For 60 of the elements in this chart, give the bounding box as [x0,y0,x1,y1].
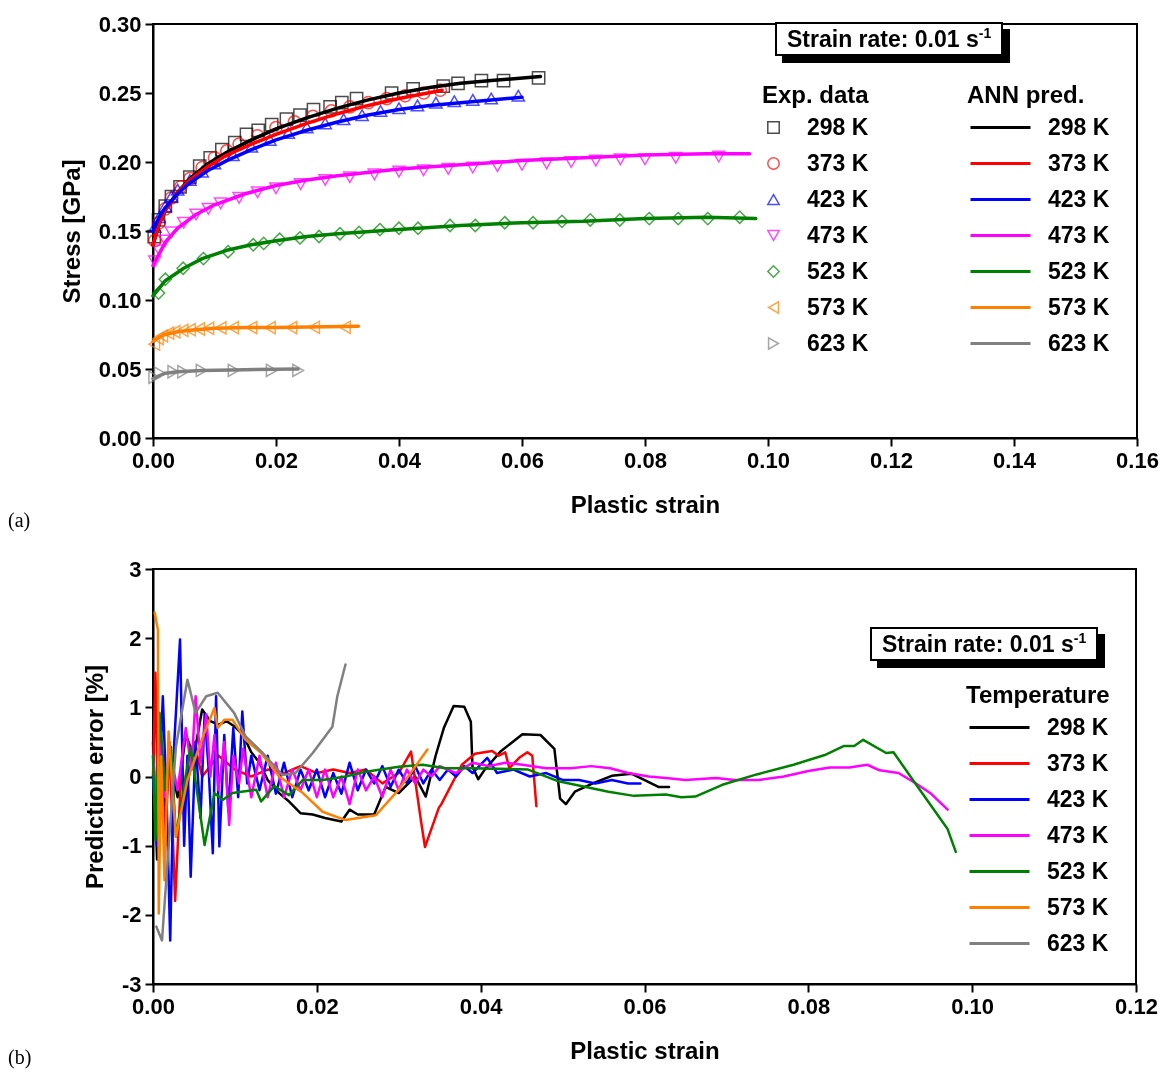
x-axis-title: Plastic strain [570,490,721,518]
x-tick-label: 0.16 [1116,447,1159,473]
legend-title: Exp. data [762,81,870,108]
annotation: Strain rate: 0.01 s$^{-1}$ [775,22,1004,56]
y-tick-label: 0.10 [98,287,142,313]
legend-label: 373 K [1048,149,1110,176]
legend-label: 473 K [1048,221,1110,248]
y-tick-label: 3 [129,556,142,582]
legend-label: 473 K [1047,821,1109,848]
y-tick-label: 0.00 [98,425,142,451]
x-tick-label: 0.14 [993,447,1037,473]
x-tick-label: 0.08 [624,447,667,473]
legend-label: 373 K [807,149,869,176]
x-tick-label: 0.06 [623,993,667,1019]
x-tick-label: 0.02 [295,993,339,1019]
x-tick-label: 0.10 [747,447,790,473]
y-tick-label: -1 [121,833,142,859]
legend-label: 298 K [1048,113,1110,140]
y-tick-label: 2 [129,625,142,651]
y-tick-label: -2 [121,902,142,928]
x-tick-label: 0.04 [459,993,504,1019]
legend-label: 523 K [1047,857,1109,884]
y-axis-title: Prediction error [%] [80,664,108,890]
y-tick-label: -3 [121,971,142,997]
legend-label: 423 K [807,185,869,212]
annotation: Strain rate: 0.01 s$^{-1}$ [870,627,1099,661]
text: (a) [8,509,31,532]
legend-label: 423 K [1048,185,1110,212]
annotation: ANN pred. [967,81,1085,108]
legend-label: 623 K [1047,929,1109,956]
y-tick-label: 1 [129,694,142,720]
x-tick-label: 0.10 [951,993,995,1019]
legend-label: 523 K [807,257,869,284]
y-tick-label: 0.20 [98,149,142,175]
legend-label: 623 K [1048,329,1110,356]
y-axis-title: Stress [GPa] [57,159,85,304]
y-tick-label: 0.05 [98,356,142,382]
x-tick-label: 0.12 [1115,993,1158,1019]
x-tick-label: 0.02 [255,447,298,473]
x-axis-title: Plastic strain [570,1036,720,1064]
legend-title: Temperature [966,681,1110,708]
x-tick-label: 0.08 [787,993,831,1019]
y-tick-label: 0.30 [98,11,142,37]
x-tick-label: 0.06 [501,447,544,473]
x-tick-label: 0.12 [870,447,913,473]
legend-label: 423 K [1047,785,1109,812]
legend-label: 298 K [807,113,869,140]
legend-label: 523 K [1048,257,1110,284]
x-tick-label: 0.04 [378,447,422,473]
y-tick-label: 0.15 [98,218,142,244]
y-tick-label: 0 [129,764,142,789]
legend-label: 473 K [807,221,869,248]
legend-label: 298 K [1047,713,1109,740]
y-tick-label: 0.25 [98,80,142,106]
legend-label: 573 K [807,293,869,320]
text: (b) [8,1046,32,1069]
legend-label: 573 K [1048,293,1110,320]
legend-label: 373 K [1047,749,1109,776]
legend-label: 623 K [807,329,869,356]
legend-label: 573 K [1047,893,1109,920]
